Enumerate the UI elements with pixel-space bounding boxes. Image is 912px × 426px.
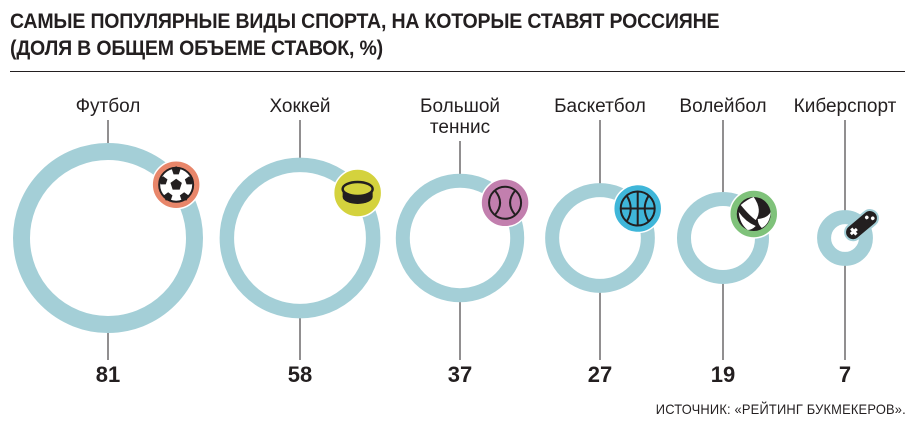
gamepad-icon <box>844 209 879 242</box>
value-label: 27 <box>588 362 612 387</box>
football-icon <box>151 159 201 210</box>
bubble-4: Баскетбол 27 <box>545 96 663 387</box>
category-label: Киберспорт <box>794 96 897 117</box>
bubble-ring <box>219 157 381 319</box>
bubble-ring <box>13 143 203 333</box>
bubble-ring <box>545 183 655 293</box>
category-label: Волейбол <box>679 96 766 117</box>
chart-title-line1: САМЫЕ ПОПУЛЯРНЫЕ ВИДЫ СПОРТА, НА КОТОРЫЕ… <box>10 10 720 33</box>
bubble-ring <box>395 173 525 303</box>
value-label: 7 <box>839 362 851 387</box>
volleyball-icon <box>728 189 779 239</box>
bubble-2: Хоккей 58 <box>219 96 383 387</box>
chart-title: САМЫЕ ПОПУЛЯРНЫЕ ВИДЫ СПОРТА, НА КОТОРЫЕ… <box>10 8 842 62</box>
bubble-1: Футбол 81 <box>13 96 203 387</box>
title-divider <box>10 71 905 72</box>
bubble-5: Волейбол 19 <box>676 96 779 387</box>
value-label: 19 <box>711 362 735 387</box>
chart-title-line2: (ДОЛЯ В ОБЩЕМ ОБЪЕМЕ СТАВОК, %) <box>10 37 384 60</box>
value-label: 37 <box>448 362 472 387</box>
bubble-ring <box>817 210 873 266</box>
category-label: Футбол <box>76 96 141 117</box>
bubble-ring <box>676 191 770 285</box>
category-label: Большой теннис <box>420 96 500 138</box>
value-label: 81 <box>96 362 120 387</box>
bubble-6: Киберспорт 7 <box>794 96 897 387</box>
source-note: ИСТОЧНИК: «РЕЙТИНГ БУКМЕКЕРОВ». <box>655 401 906 417</box>
tennis-ball-icon <box>480 178 530 228</box>
category-label: Хоккей <box>269 96 330 117</box>
category-label: Баскетбол <box>554 96 646 117</box>
value-label: 58 <box>288 362 312 387</box>
basketball-icon <box>612 183 663 234</box>
hockey-puck-icon <box>332 168 383 218</box>
bubble-3: Большой теннис 37 <box>395 96 530 387</box>
